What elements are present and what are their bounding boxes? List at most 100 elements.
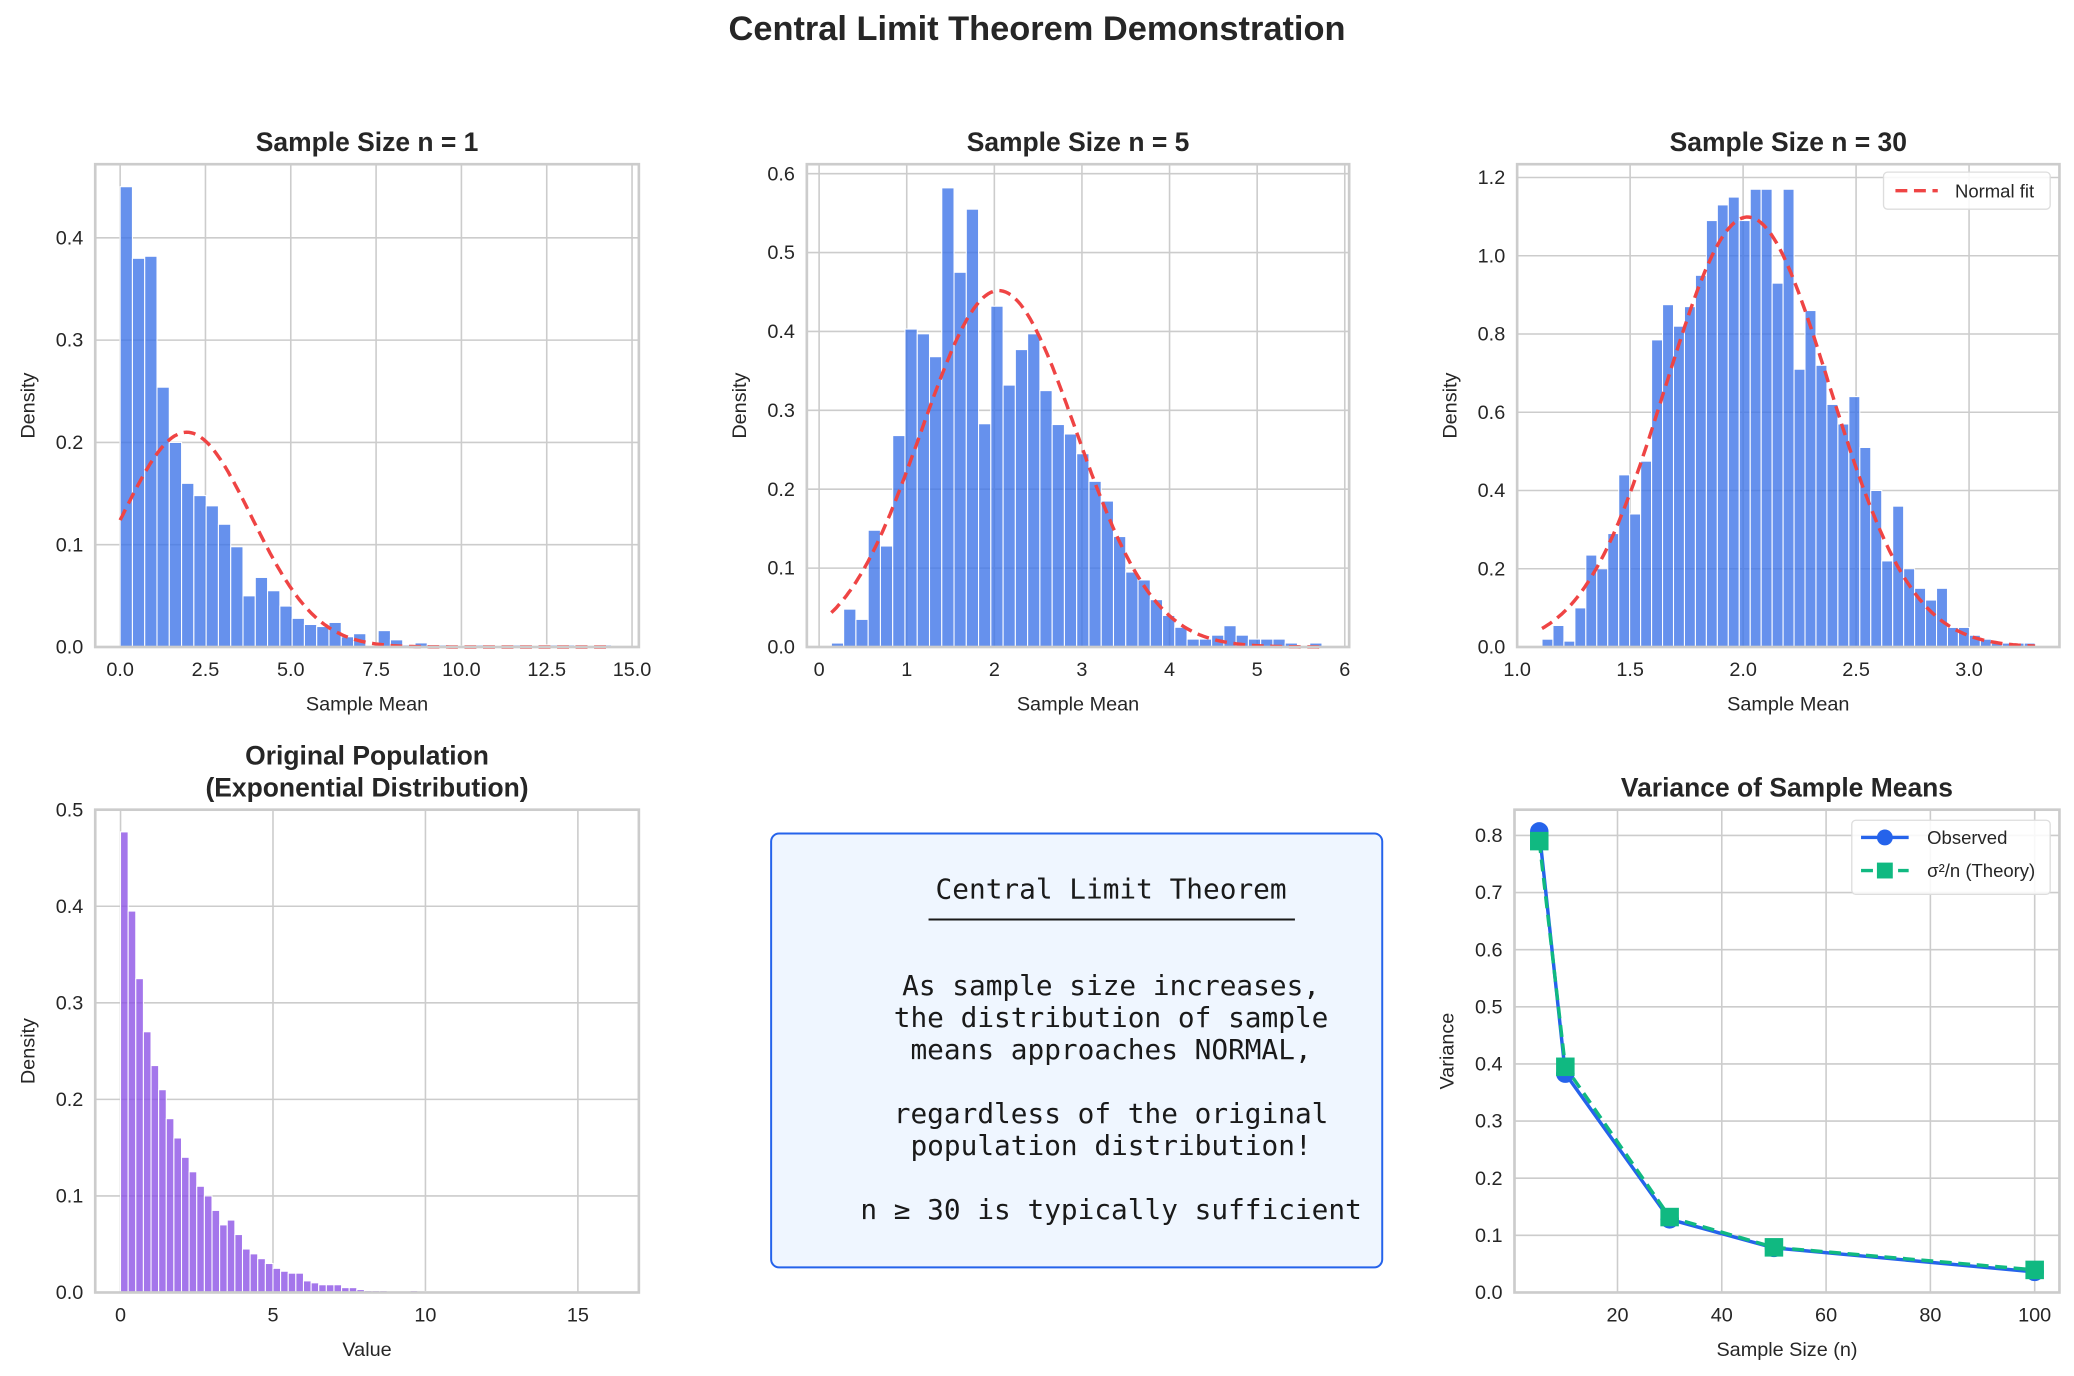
y-tick-label: 0.0: [1478, 637, 1506, 659]
histogram-bar: [188, 1171, 198, 1294]
x-tick-label: 12.5: [527, 659, 566, 681]
legend-label: σ²/n (Theory): [1927, 860, 2035, 881]
histogram-bar: [142, 1031, 152, 1294]
y-tick-label: 0.1: [767, 558, 795, 580]
x-axis-label: Sample Mean: [306, 693, 428, 715]
histogram-bar: [1705, 220, 1718, 648]
histogram-bar: [1672, 325, 1685, 648]
y-tick-label: 0.5: [767, 242, 795, 264]
histogram-bar: [303, 623, 318, 648]
y-tick-label: 0.2: [1475, 1168, 1503, 1190]
theory-point: [1764, 1238, 1784, 1257]
histogram-bar: [1014, 349, 1029, 648]
x-tick-label: 40: [1711, 1305, 1733, 1327]
y-tick-label: 0.1: [56, 534, 84, 556]
histogram-bar: [217, 523, 232, 648]
x-tick-label: 6: [1339, 659, 1350, 681]
axes-frame: [1515, 162, 2061, 649]
histogram-bar: [173, 1137, 183, 1294]
info-box-line: the distribution of sample: [894, 1001, 1329, 1034]
y-axis-label: Density: [1439, 372, 1461, 438]
legend-marker-square: [1876, 862, 1893, 879]
legend: Observed σ²/n (Theory): [1851, 819, 2051, 896]
histogram-bar: [272, 1267, 282, 1294]
info-box-line: population distribution!: [910, 1129, 1311, 1162]
histogram-bar: [892, 435, 906, 648]
x-tick-label: 0.0: [106, 659, 134, 681]
histogram-bar: [302, 1280, 312, 1294]
histogram-bar: [1826, 403, 1839, 648]
x-axis-label: Sample Size (n): [1716, 1339, 1857, 1361]
histogram-bar: [1063, 433, 1078, 648]
legend-label: Observed: [1927, 827, 2007, 848]
series-line-0: [1537, 831, 2035, 1274]
subplot-5: 20 40 60 80 100 0.0 0.1 0.2 0.3 0.4 0.5 0.6 0.7 0.8 Ob…: [1437, 772, 2061, 1361]
axes-frame: [93, 808, 641, 1294]
histogram-bar: [941, 187, 955, 648]
x-tick-label: 10: [414, 1305, 436, 1327]
figure-title: Central Limit Theorem Demonstration: [729, 10, 1346, 48]
histogram-bar: [1804, 310, 1817, 648]
y-tick-label: 0.2: [1478, 558, 1506, 580]
histogram-bar: [1771, 282, 1784, 648]
x-tick-label: 4: [1164, 659, 1175, 681]
histogram-bar: [1174, 626, 1188, 648]
x-axis-label: Value: [342, 1339, 391, 1361]
histogram-bar: [1574, 607, 1587, 648]
y-tick-label: 0.6: [1478, 402, 1506, 424]
x-tick-label: 5: [1252, 659, 1263, 681]
x-tick-label: 3: [1076, 659, 1087, 681]
histogram-bar: [1027, 333, 1041, 648]
x-tick-label: 7.5: [362, 659, 390, 681]
histogram-bar: [203, 1195, 213, 1294]
normal-fit-curve: [830, 288, 1323, 649]
x-tick-label: 2.5: [192, 659, 220, 681]
histogram-bar: [1039, 390, 1053, 648]
legend-marker-circle: [1876, 829, 1893, 846]
y-tick-label: 0.3: [56, 992, 84, 1014]
y-tick-label: 0.8: [1475, 825, 1503, 847]
histogram-bar: [127, 910, 137, 1294]
x-tick-label: 2.5: [1842, 659, 1870, 681]
x-tick-label: 1.0: [1503, 659, 1531, 681]
series-line-1: [1537, 840, 2035, 1272]
histogram-bar: [158, 1089, 167, 1294]
info-box-title: Central Limit Theorem: [936, 872, 1287, 905]
histogram-bar: [1892, 505, 1905, 648]
info-box-line: n ≥ 30 is typically sufficient: [860, 1193, 1362, 1226]
histogram-bar: [1640, 460, 1653, 648]
histogram-bar: [181, 482, 195, 648]
histogram-bar: [230, 546, 244, 648]
subplot-2: 0 1 2 3 4 5 6 0.0 0.1 0.2 0.3 0.4 0.5 0.6 Sample Size …: [729, 127, 1351, 715]
histogram-bar: [295, 1272, 305, 1294]
x-tick-label: 3.0: [1955, 659, 1983, 681]
theory-point: [1660, 1207, 1679, 1227]
theory-point: [1530, 831, 1549, 851]
histogram-bar: [249, 1253, 259, 1294]
histogram-bar: [234, 1234, 244, 1294]
histogram-bar: [1694, 274, 1707, 648]
histogram-bar: [843, 608, 857, 648]
histogram-bar: [280, 1270, 289, 1294]
histogram-bar: [1051, 424, 1065, 648]
histogram-bar: [264, 1262, 274, 1294]
histogram-bar: [904, 328, 918, 648]
histogram-bar: [316, 626, 330, 648]
histogram-bar: [1837, 423, 1850, 648]
x-tick-label: 0: [814, 659, 825, 681]
histogram-bar: [119, 186, 133, 648]
histogram-bar: [267, 590, 281, 648]
y-tick-label: 0.5: [1475, 996, 1503, 1018]
x-tick-label: 2: [989, 659, 1000, 681]
y-tick-label: 0.0: [56, 637, 84, 659]
y-tick-label: 1.2: [1478, 167, 1506, 189]
histogram-bar: [1848, 396, 1861, 648]
histogram-bar: [279, 605, 293, 648]
histogram-bar: [1076, 453, 1090, 648]
legend-label: Normal fit: [1955, 180, 2034, 201]
subplot-1: 0.0 2.5 5.0 7.5 10.0 12.5 15.0 0.0 0.1 0.2 0.3 0.4 S…: [17, 127, 651, 716]
histogram-bar: [1662, 304, 1675, 648]
histogram-bar: [226, 1219, 236, 1294]
axes-frame: [1513, 808, 2061, 1294]
